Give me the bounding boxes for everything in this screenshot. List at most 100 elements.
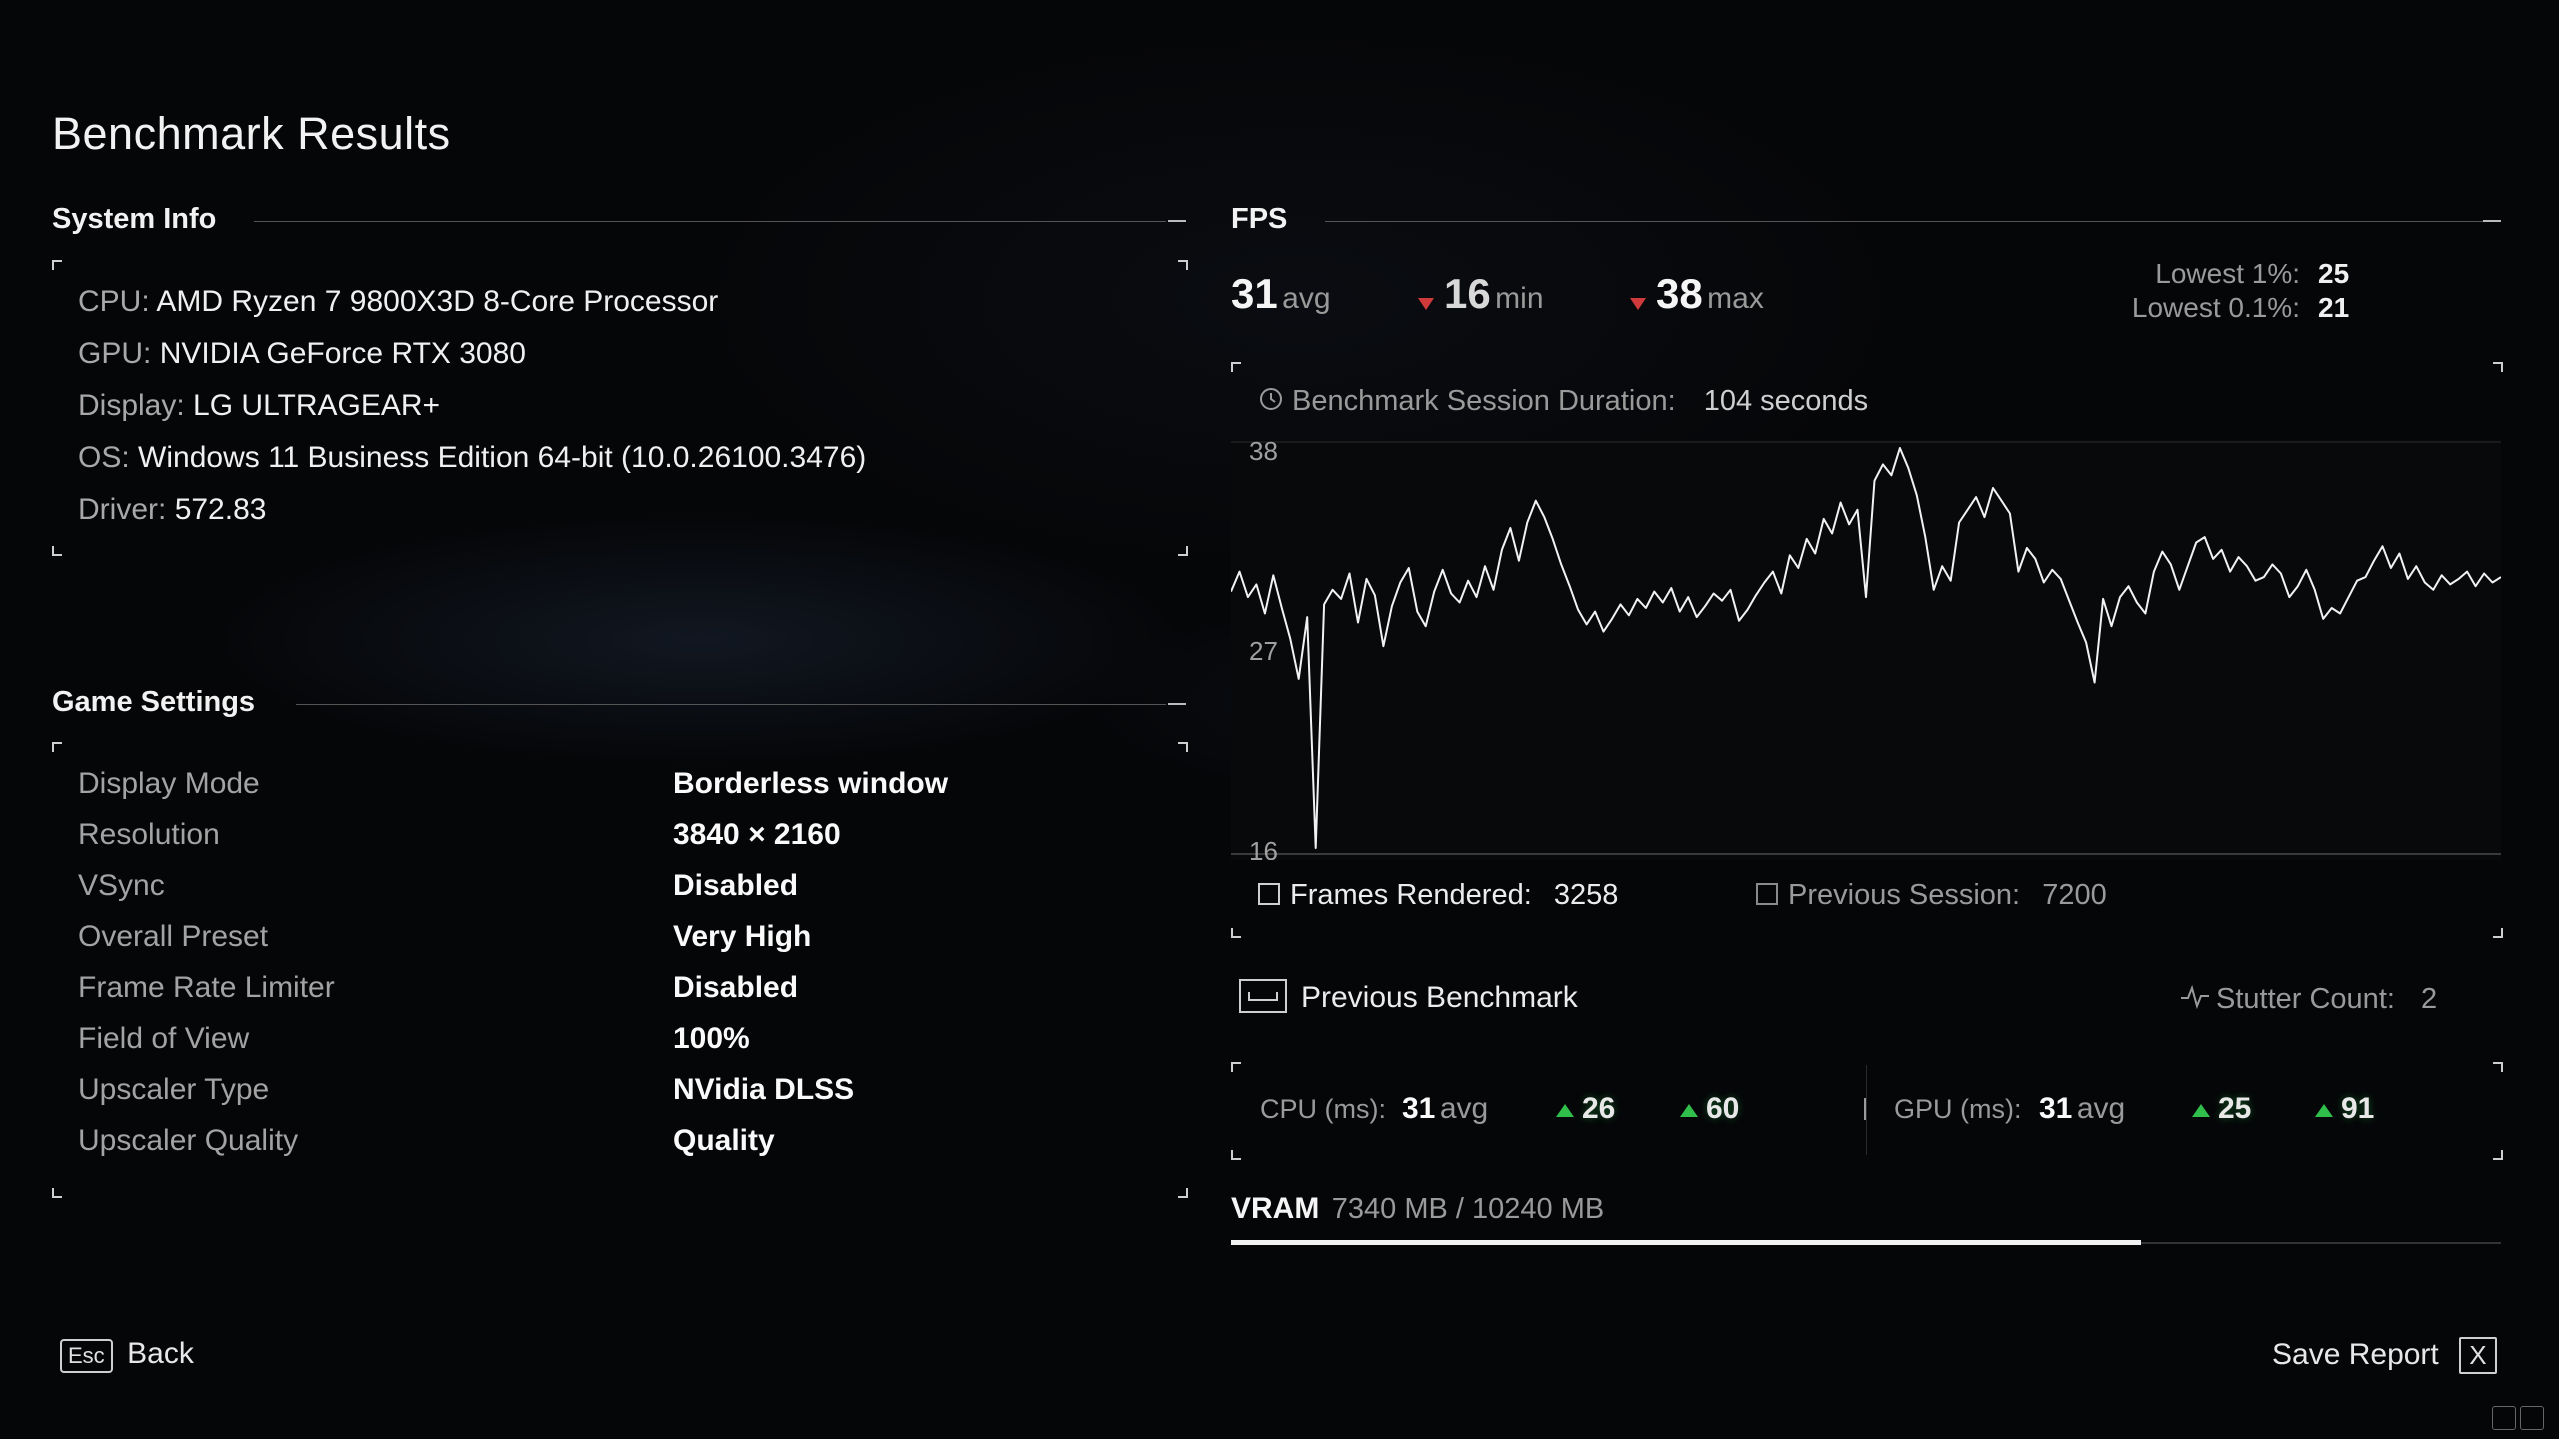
corner (1231, 362, 1241, 372)
checkbox-icon (1756, 883, 1778, 906)
os-info: OS: Windows 11 Business Edition 64-bit (… (78, 441, 866, 475)
up-arrow-icon (1680, 1104, 1698, 1118)
vram-usage: VRAM 7340 MB / 10240 MB (1231, 1192, 1604, 1226)
setting-key: VSync (78, 869, 165, 902)
lowest-01-value: 21 (2318, 292, 2350, 323)
info-value: LG ULTRAGEAR+ (193, 389, 441, 422)
session-duration: Benchmark Session Duration: 104 seconds (1258, 385, 1868, 418)
gpu-ms-v2: 91 (2315, 1092, 2374, 1126)
fps-heading: FPS (1231, 203, 1288, 235)
up-arrow-icon (2315, 1104, 2333, 1118)
up-arrow-icon (1556, 1104, 1574, 1118)
stutter-value: 2 (2421, 983, 2438, 1015)
down-arrow-icon (1630, 297, 1646, 310)
setting-row: VSync Disabled (78, 869, 1178, 909)
gpu-ms-label: GPU (ms): (1894, 1094, 2022, 1124)
info-value: AMD Ryzen 7 9800X3D 8-Core Processor (156, 285, 719, 318)
fps-max-value: 38 (1656, 270, 1703, 317)
lowest-1-value: 25 (2318, 258, 2350, 289)
setting-row: Frame Rate Limiter Disabled (78, 971, 1178, 1011)
cpu-ms-avg-unit: avg (1439, 1092, 1489, 1125)
info-key: GPU: (78, 337, 152, 370)
cpu-ms-v2-value: 60 (1706, 1092, 1740, 1125)
stutter-label: Stutter Count: (2216, 983, 2395, 1015)
cpu-info: CPU: AMD Ryzen 7 9800X3D 8-Core Processo… (78, 285, 718, 319)
vram-label: VRAM (1231, 1192, 1320, 1225)
duration-value: 104 seconds (1703, 385, 1869, 417)
frames-rendered: Frames Rendered: 3258 (1258, 879, 1618, 912)
setting-key: Overall Preset (78, 920, 269, 953)
fps-chart: 38 27 16 (1231, 440, 2501, 860)
setting-key: Frame Rate Limiter (78, 971, 335, 1004)
setting-value: 3840 × 2160 (673, 818, 841, 851)
previous-benchmark-label: Previous Benchmark (1301, 981, 1578, 1014)
info-key: CPU: (78, 285, 150, 318)
fps-min-unit: min (1495, 282, 1544, 315)
pulse-icon (2181, 985, 2209, 1010)
setting-key: Field of View (78, 1022, 250, 1055)
setting-key: Resolution (78, 818, 220, 851)
refresh-icon (2520, 1406, 2544, 1430)
fps-max: 38 max (1630, 270, 1764, 318)
stutter-count: Stutter Count: 2 (2180, 983, 2437, 1016)
corner (52, 742, 62, 752)
down-arrow-icon (1418, 297, 1434, 310)
gpu-ms-v1-value: 25 (2218, 1092, 2252, 1125)
setting-value: Very High (673, 920, 812, 953)
gpu-ms-avg-unit: avg (2076, 1092, 2126, 1125)
back-button[interactable]: Esc Back (60, 1337, 194, 1373)
compare-icon (1239, 979, 1287, 1014)
info-value: Windows 11 Business Edition 64-bit (10.0… (138, 441, 867, 474)
separator-tick (1864, 1098, 1866, 1120)
fps-avg-unit: avg (1282, 282, 1331, 315)
info-value: NVIDIA GeForce RTX 3080 (159, 337, 526, 370)
fps-dash (2483, 220, 2501, 222)
corner (2493, 1062, 2503, 1072)
system-info-dash (1168, 220, 1186, 222)
save-report-label: Save Report (2272, 1338, 2439, 1371)
setting-value: Borderless window (673, 767, 949, 800)
cpu-ms-v2: 60 (1680, 1092, 1739, 1126)
display-info: Display: LG ULTRAGEAR+ (78, 389, 440, 423)
frames-label: Frames Rendered: (1290, 879, 1532, 911)
fps-series-line (1231, 447, 2501, 849)
clock-icon (1260, 388, 1282, 411)
info-key: OS: (78, 441, 130, 474)
lowest-01-label: Lowest 0.1%: (2131, 292, 2300, 323)
system-info-heading: System Info (52, 203, 217, 235)
setting-key: Upscaler Quality (78, 1124, 299, 1157)
corner (1178, 742, 1188, 752)
fps-min-value: 16 (1444, 270, 1491, 317)
lowest-1-label: Lowest 1%: (2155, 258, 2300, 289)
previous-session: Previous Session: 7200 (1756, 879, 2107, 912)
corner (1178, 260, 1188, 270)
corner (1178, 546, 1188, 556)
cpu-ms-avg-value: 31 (1402, 1092, 1436, 1125)
save-report-button[interactable]: Save Report X (2272, 1337, 2497, 1374)
y-tick-label: 38 (1249, 440, 1278, 466)
lowest-1-percent: Lowest 1%: (2100, 258, 2300, 290)
setting-key: Display Mode (78, 767, 260, 800)
gpu-ms-avg-value: 31 (2039, 1092, 2073, 1125)
corner (2493, 928, 2503, 938)
system-info-rule (254, 221, 1166, 222)
previous-session-label: Previous Session: (1788, 879, 2021, 911)
setting-row: Field of View 100% (78, 1022, 1178, 1062)
chart-background (1231, 440, 2501, 860)
gpu-info: GPU: NVIDIA GeForce RTX 3080 (78, 337, 526, 371)
info-value: 572.83 (174, 493, 267, 526)
corner (2493, 362, 2503, 372)
gpu-ms-avg: 31 avg (2039, 1092, 2125, 1126)
corner (2493, 1150, 2503, 1160)
setting-value: 100% (673, 1022, 750, 1055)
previous-benchmark-button[interactable]: Previous Benchmark (1239, 979, 1578, 1016)
y-tick-label: 27 (1249, 636, 1278, 666)
driver-info: Driver: 572.83 (78, 493, 266, 527)
cpu-ms-v1-value: 26 (1582, 1092, 1616, 1125)
back-label: Back (127, 1337, 194, 1370)
game-settings-heading: Game Settings (52, 686, 256, 718)
gpu-ms-label-wrap: GPU (ms): (1894, 1094, 2022, 1125)
lowest-1-value-wrap: 25 (2300, 258, 2380, 290)
corner (52, 546, 62, 556)
previous-session-value: 7200 (2042, 879, 2107, 911)
